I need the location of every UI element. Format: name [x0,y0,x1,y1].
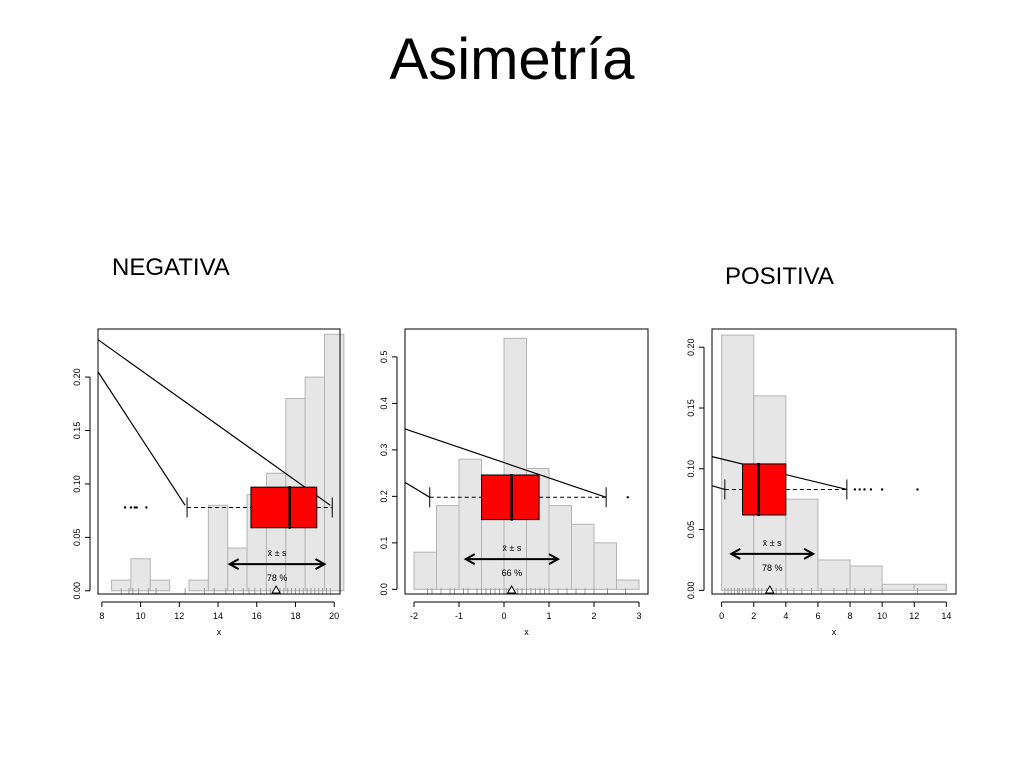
box-iqr [481,474,540,521]
plot-frame [711,328,957,595]
x-tick-label: 3 [636,611,641,621]
x-tick-label: 16 [252,611,262,621]
y-tick-label: 0.5 [379,351,389,364]
outlier-point [858,488,861,491]
box-iqr [742,463,787,516]
outlier-point [916,488,919,491]
x-tick-label: 1 [546,611,551,621]
outlier-point [869,488,873,491]
mean-sd-label: x̄ ± s [763,538,782,548]
x-tick-label: 8 [99,611,104,621]
y-tick-label: 0.10 [72,475,82,493]
x-tick-label: 12 [174,611,184,621]
x-tick-label: 14 [941,611,951,621]
percent-label: 66 % [502,568,523,578]
y-tick-label: 0.05 [72,529,82,547]
y-tick-label: 0.20 [686,338,696,356]
x-axis-title: x [832,627,837,637]
label-positiva: POSITIVA [725,263,834,290]
x-tick-label: 10 [877,611,887,621]
x-tick-label: 6 [815,611,820,621]
y-tick-label: 0.2 [379,490,389,503]
outlier-point [145,506,148,509]
mean-triangle [764,584,775,594]
x-tick-label: 10 [136,611,146,621]
x-tick-label: 12 [909,611,919,621]
x-tick-label: 8 [848,611,853,621]
plot-frame [404,328,649,595]
plot-frame [97,328,341,595]
histogram-bar [130,558,151,592]
box-iqr [250,486,318,529]
histogram-bar [849,565,883,591]
guide-line [404,428,607,498]
y-tick-label: 0.15 [72,422,82,440]
x-tick-label: 14 [213,611,223,621]
y-tick-label: 0.05 [686,521,696,539]
x-tick-label: 20 [329,611,339,621]
outlier-point [880,488,884,491]
slide-title: Asimetría [389,27,635,92]
x-tick-label: 2 [591,611,596,621]
histogram-bar [817,559,851,591]
x-tick-label: 2 [751,611,756,621]
y-tick-label: 0.20 [72,368,82,386]
mean-sd-label: x̄ ± s [502,543,521,553]
arrow-head-right [803,548,816,560]
outlier-point [135,506,138,509]
outlier-point [853,488,857,491]
histogram-bar [503,337,527,590]
arrow-head-left [463,553,476,566]
outlier-point [129,506,133,509]
x-tick-label: 0 [719,611,724,621]
histogram-bar [881,583,915,591]
arrow-head-right [315,558,327,570]
outlier-point [863,488,866,491]
histogram-bar [616,579,640,590]
mean-sd-label: x̄ ± s [268,548,287,558]
label-negativa: NEGATIVA [112,254,230,281]
x-tick-label: -2 [410,611,418,621]
arrow-head-right [548,553,561,566]
y-tick-label: 0.4 [379,397,389,410]
y-tick-label: 0.0 [379,583,389,596]
percent-label: 78 % [267,573,288,583]
histogram-bar [324,333,345,592]
guide-line [97,371,186,506]
histogram-bar [913,583,947,591]
arrow-head-left [227,558,240,570]
guide-line [404,481,431,498]
outlier-point [133,506,136,509]
x-axis-title: x [217,627,222,637]
y-tick-label: 0.10 [686,460,696,478]
outlier-point [626,496,629,499]
y-tick-label: 0.00 [72,582,82,600]
y-tick-label: 0.15 [686,399,696,417]
percent-label: 78 % [762,563,783,573]
x-axis-title: x [524,627,529,637]
x-tick-label: 0 [501,611,506,621]
x-tick-label: -1 [455,611,463,621]
outlier-point [123,506,127,509]
guide-line [711,485,726,491]
x-tick-label: 4 [783,611,788,621]
y-tick-label: 0.00 [686,582,696,600]
mean-triangle [271,584,281,594]
y-tick-label: 0.1 [379,537,389,550]
guide-line [97,339,331,506]
arrow-head-left [729,548,741,560]
histogram-bar [149,579,171,592]
y-tick-label: 0.3 [379,444,389,457]
histogram-bar [785,498,819,591]
histogram-bar [593,542,617,590]
mean-triangle [506,584,517,594]
x-tick-label: 18 [290,611,300,621]
